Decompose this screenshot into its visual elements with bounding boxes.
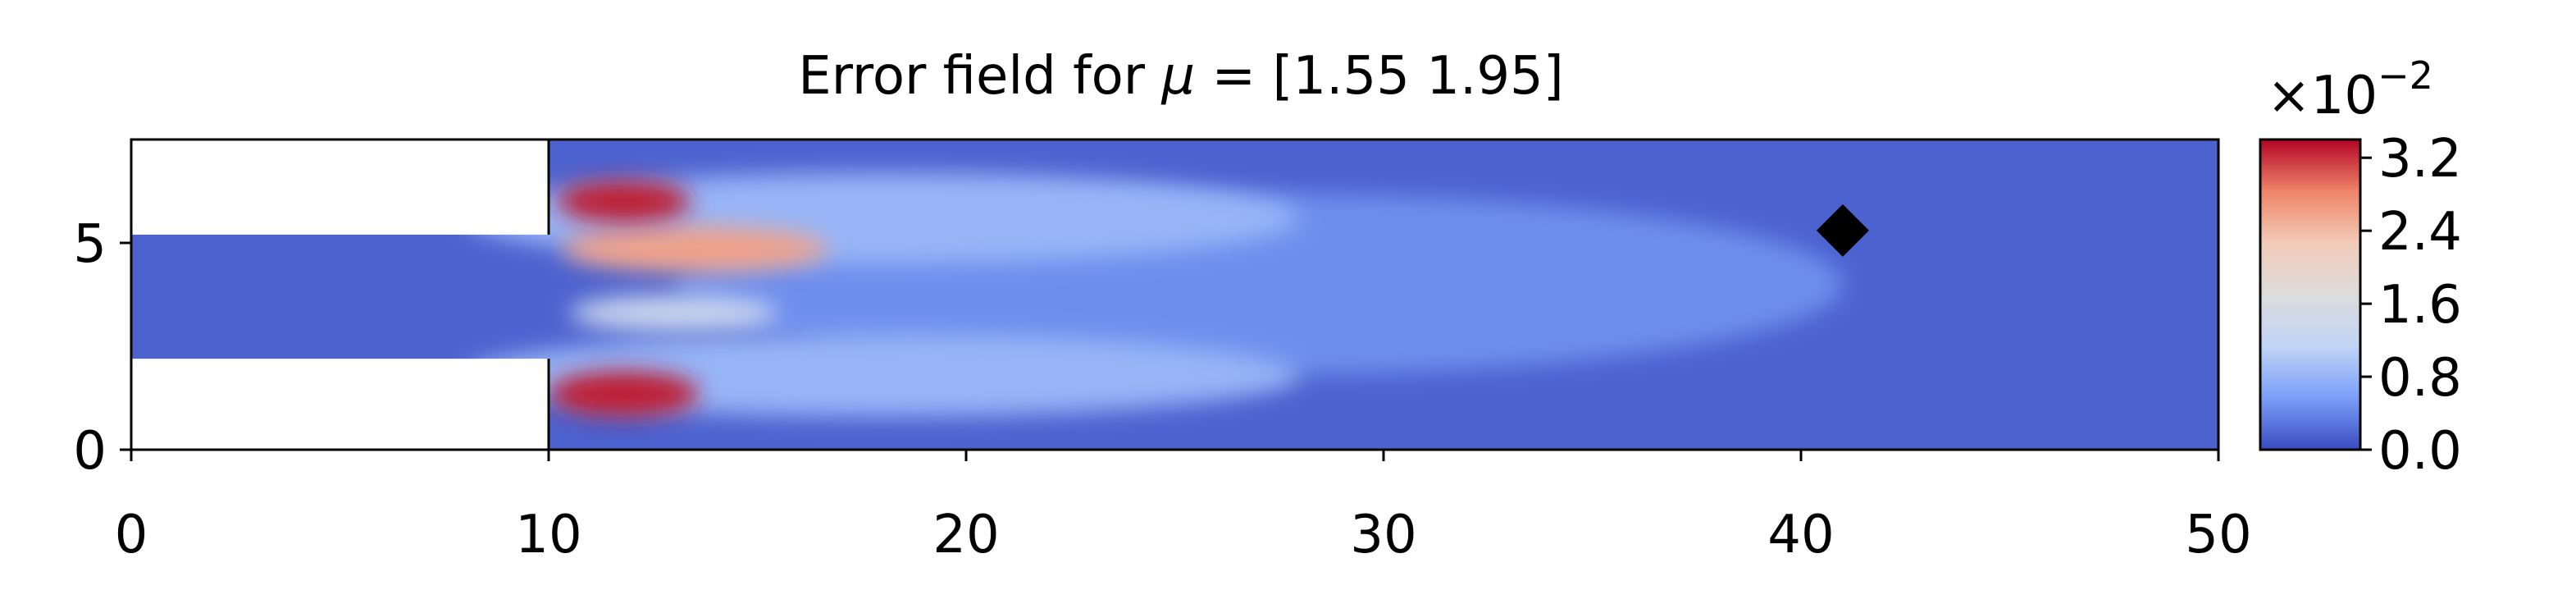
x-tick-label: 20 — [932, 505, 999, 565]
domain-cutout — [131, 359, 549, 450]
x-tick-label: 10 — [515, 505, 581, 565]
y-axis: 05 — [73, 214, 131, 482]
domain-cutout — [131, 140, 549, 235]
colorbar — [2259, 138, 2362, 451]
heatmap-hotspot — [549, 371, 700, 417]
heatmap-hotspot — [569, 295, 778, 332]
heatmap-hotspots — [465, 172, 1843, 417]
x-tick-label: 30 — [1350, 505, 1416, 565]
heatmap-plot-area — [131, 140, 2218, 450]
colorbar-tick-label: 1.6 — [2378, 275, 2462, 336]
y-tick-label: 5 — [73, 214, 107, 275]
colorbar-tick-label: 2.4 — [2378, 202, 2462, 263]
x-axis: 0 10 20 30 40 50 — [115, 450, 2252, 565]
x-tick-label: 40 — [1767, 505, 1834, 565]
colorbar-tick-label: 0.0 — [2378, 421, 2462, 482]
marker-diamond-shape — [1816, 204, 1869, 257]
x-tick-label: 50 — [2185, 505, 2251, 565]
colorbar-ticks: 0.0 0.8 1.6 2.4 3.2 — [2360, 129, 2462, 482]
x-tick-label: 0 — [115, 505, 148, 565]
colorbar-tick-label: 3.2 — [2378, 129, 2462, 190]
colorbar-exponent-label: ×10−2 — [2267, 53, 2433, 126]
heatmap-hotspot — [557, 181, 691, 222]
y-tick-label: 0 — [73, 421, 107, 482]
chart-title: Error field for μ = [1.55 1.95] — [798, 46, 1563, 107]
heatmap-hotspot — [561, 226, 829, 272]
domain-cutouts — [131, 140, 550, 450]
marker-diamond — [1816, 204, 1869, 257]
colorbar-tick-label: 0.8 — [2378, 348, 2462, 409]
plot-frame — [130, 138, 2220, 451]
